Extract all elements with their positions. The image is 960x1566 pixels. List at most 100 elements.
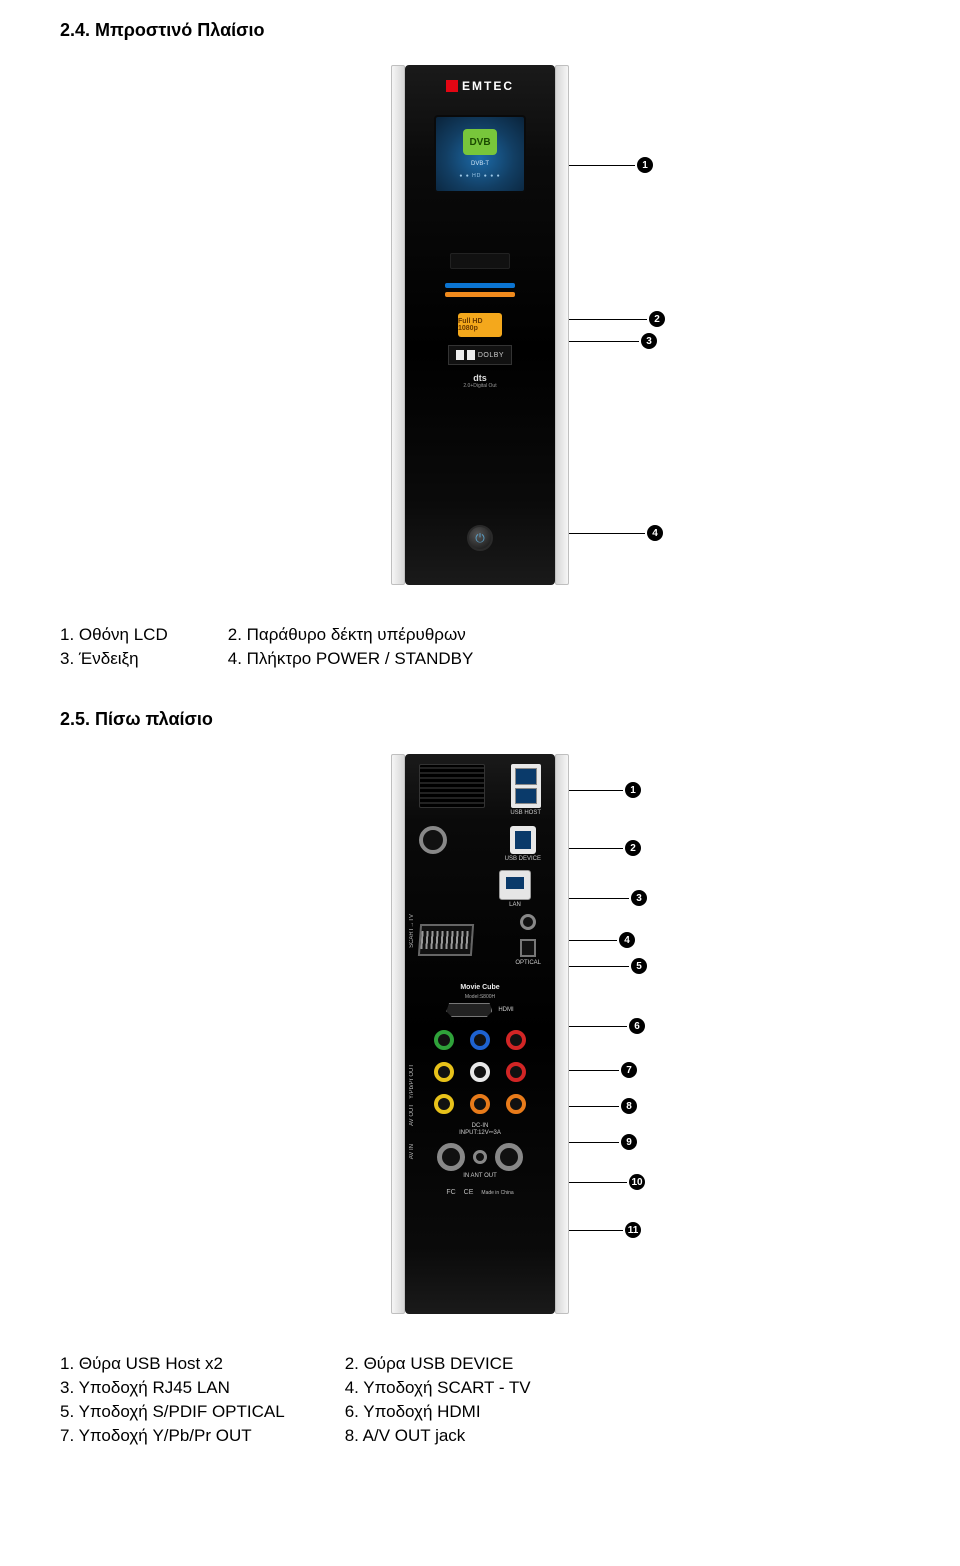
rca-r-in [506,1094,526,1114]
usb-host-slot [515,788,537,805]
scart-row: OPTICAL [405,914,555,966]
fullhd-badge: Full HD 1080p [458,313,502,337]
lcd-dvb-icon: DVB [463,129,497,155]
rca-pb [470,1030,490,1050]
callout-line [569,1070,619,1071]
ant-io-label: IN ANT OUT [463,1173,497,1179]
front-left-panel [391,65,405,585]
rca-r-out [506,1062,526,1082]
usb-device-port [510,826,536,854]
brand-text: EMTEC [462,79,514,93]
callout-7: 7 [569,1062,637,1078]
callout-number: 3 [631,890,647,906]
ant-out [495,1143,523,1171]
callout-number: 2 [625,840,641,856]
rca-y [434,1030,454,1050]
legend-item: 6. Υποδοχή HDMI [345,1402,531,1422]
side-label-scart: SCART→TV [409,914,415,948]
callout-1: 1 [569,157,653,173]
dts-badge: dts 2.0+Digital Out [463,373,496,389]
usb-host-slot [515,768,537,785]
callout-line [569,1230,623,1231]
made-in: Made in China [481,1190,513,1196]
callout-number: 10 [629,1174,645,1190]
callout-line [569,848,623,849]
indicator-leds [445,283,515,297]
callout-number: 1 [625,782,641,798]
dcin-spec: INPUT:12V⎓3A [459,1130,501,1137]
callout-4: 4 [569,932,635,948]
rj45-port [499,870,531,900]
ant-usbdev-row: USB DEVICE [405,826,555,862]
rca-l-in [470,1094,490,1114]
callout-number: 4 [619,932,635,948]
model-label: Model:S800H [465,994,495,1000]
callout-number: 1 [637,157,653,173]
scart-port [418,924,474,956]
legend-item: 7. Υποδοχή Y/Pb/Pr OUT [60,1426,285,1446]
callout-number: 9 [621,1134,637,1150]
legend-item: 5. Υποδοχή S/PDIF OPTICAL [60,1402,285,1422]
ir-receiver-window [450,253,510,269]
rear-legend: 1. Θύρα USB Host x23. Υποδοχή RJ45 LAN5.… [60,1354,900,1446]
callout-line [569,533,645,534]
power-button[interactable]: ⏻ [467,525,493,551]
usb-host-ports [511,764,541,808]
front-figure: EMTEC DVB DVB-T ● ● HD ● ● ● Full HD 108… [60,65,900,585]
legend-item: 2. Θύρα USB DEVICE [345,1354,531,1374]
callout-10: 10 [569,1174,645,1190]
side-label-ypbpr: Y/Pb/Pr OUT [409,1064,415,1099]
rear-legend-right: 2. Θύρα USB DEVICE4. Υποδοχή SCART - TV6… [345,1354,531,1446]
callout-number: 3 [641,333,657,349]
callout-line [569,898,629,899]
lcd-sub: DVB-T [471,161,489,167]
callout-4: 4 [569,525,663,541]
antenna-port [419,826,447,854]
dcin-label: DC-IN INPUT:12V⎓3A [459,1123,501,1137]
front-legend-right: 2. Παράθυρο δέκτη υπέρυθρων4. Πλήκτρο PO… [228,625,474,669]
callout-line [569,966,629,967]
hdmi-wrap: Movie Cube Model:S800H HDMI [446,984,513,1017]
rear-face: USB HOST USB DEVICE LAN [405,754,555,1314]
led-orange [445,292,515,297]
legend-item: 8. A/V OUT jack [345,1426,531,1446]
led-blue [445,283,515,288]
brand-logo: EMTEC [446,79,514,93]
callout-line [569,1142,619,1143]
hdmi-port [446,1003,492,1017]
vent-grille [419,764,485,808]
legend-item: 3. Ένδειξη [60,649,168,669]
front-right-panel [555,65,569,585]
movie-cube-label: Movie Cube [460,984,499,991]
dolby-d-icon [467,350,475,360]
callout-number: 6 [629,1018,645,1034]
callout-number: 5 [631,958,647,974]
side-label-avout: AV OUT [409,1104,415,1126]
dts-sub: 2.0+Digital Out [463,383,496,389]
front-face: EMTEC DVB DVB-T ● ● HD ● ● ● Full HD 108… [405,65,555,585]
rear-figure: USB HOST USB DEVICE LAN [60,754,900,1314]
brand-square-icon [446,80,458,92]
dolby-text: DOLBY [478,352,504,359]
legend-item: 3. Υποδοχή RJ45 LAN [60,1378,285,1398]
coax-row [437,1143,523,1171]
rca-pr [506,1030,526,1050]
front-device-wrap: EMTEC DVB DVB-T ● ● HD ● ● ● Full HD 108… [391,65,569,585]
lcd-screen: DVB DVB-T ● ● HD ● ● ● [434,115,526,193]
rear-right-panel [555,754,569,1314]
dolby-d-icon [456,350,464,360]
callout-number: 4 [647,525,663,541]
dolby-badge: DOLBY [448,345,512,365]
optical-label: OPTICAL [515,960,541,966]
callout-line [569,1182,627,1183]
callout-8: 8 [569,1098,637,1114]
front-legend-left: 1. Οθόνη LCD3. Ένδειξη [60,625,168,669]
dc-jack [473,1150,487,1164]
front-heading: 2.4. Μπροστινό Πλαίσιο [60,20,900,41]
rca-video-in [434,1094,454,1114]
front-legend: 1. Οθόνη LCD3. Ένδειξη 2. Παράθυρο δέκτη… [60,625,900,669]
callout-line [569,165,635,166]
rear-heading: 2.5. Πίσω πλαίσιο [60,709,900,730]
callout-line [569,341,639,342]
callout-number: 8 [621,1098,637,1114]
